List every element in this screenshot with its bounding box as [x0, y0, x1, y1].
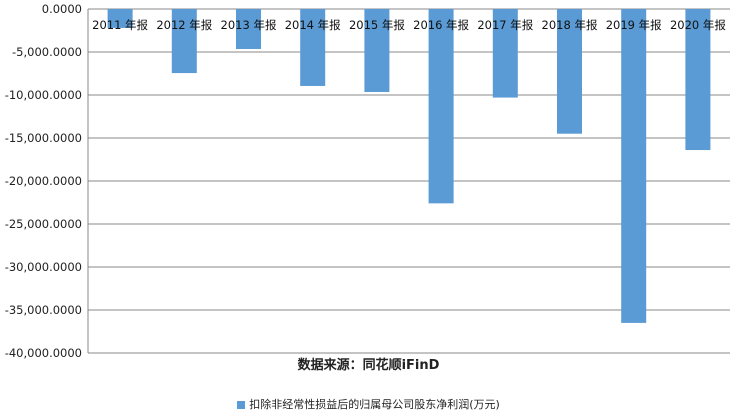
x-tick-label: 2016 年报: [413, 18, 469, 32]
x-tick-label: 2018 年报: [542, 18, 598, 32]
legend: 扣除非经常性损益后的归属母公司股东净利润(万元): [0, 396, 737, 412]
y-tick-label: -20,000.0000: [5, 174, 82, 188]
y-tick-label: -25,000.0000: [5, 217, 82, 231]
y-tick-label: -15,000.0000: [5, 131, 82, 145]
bar: [492, 9, 518, 98]
y-tick-label: 0.0000: [42, 2, 82, 16]
y-tick-label: -35,000.0000: [5, 303, 82, 317]
bar: [557, 9, 582, 134]
y-tick-label: -40,000.0000: [5, 346, 82, 360]
x-tick-label: 2014 年报: [285, 18, 341, 32]
bar: [685, 9, 711, 151]
x-tick-label: 2015 年报: [349, 18, 405, 32]
x-tick-label: 2011 年报: [92, 18, 148, 32]
data-source: 数据来源：同花顺iFinD: [297, 358, 440, 373]
bar: [236, 9, 261, 49]
y-tick-label: -5,000.0000: [12, 45, 82, 59]
legend-label: 扣除非经常性损益后的归属母公司股东净利润(万元): [249, 398, 500, 411]
x-tick-label: 2013 年报: [221, 18, 277, 32]
legend-swatch: [237, 401, 246, 409]
x-tick-label: 2017 年报: [477, 18, 533, 32]
bar: [364, 9, 390, 92]
y-tick-label: -10,000.0000: [5, 88, 82, 102]
x-tick-label: 2020 年报: [670, 18, 726, 32]
bar: [107, 9, 133, 28]
x-tick-label: 2012 年报: [156, 18, 212, 32]
bar: [428, 9, 454, 204]
bar: [171, 9, 197, 74]
bar: [621, 9, 647, 323]
bar: [300, 9, 326, 86]
x-tick-label: 2019 年报: [606, 18, 662, 32]
y-tick-label: -30,000.0000: [5, 260, 82, 274]
